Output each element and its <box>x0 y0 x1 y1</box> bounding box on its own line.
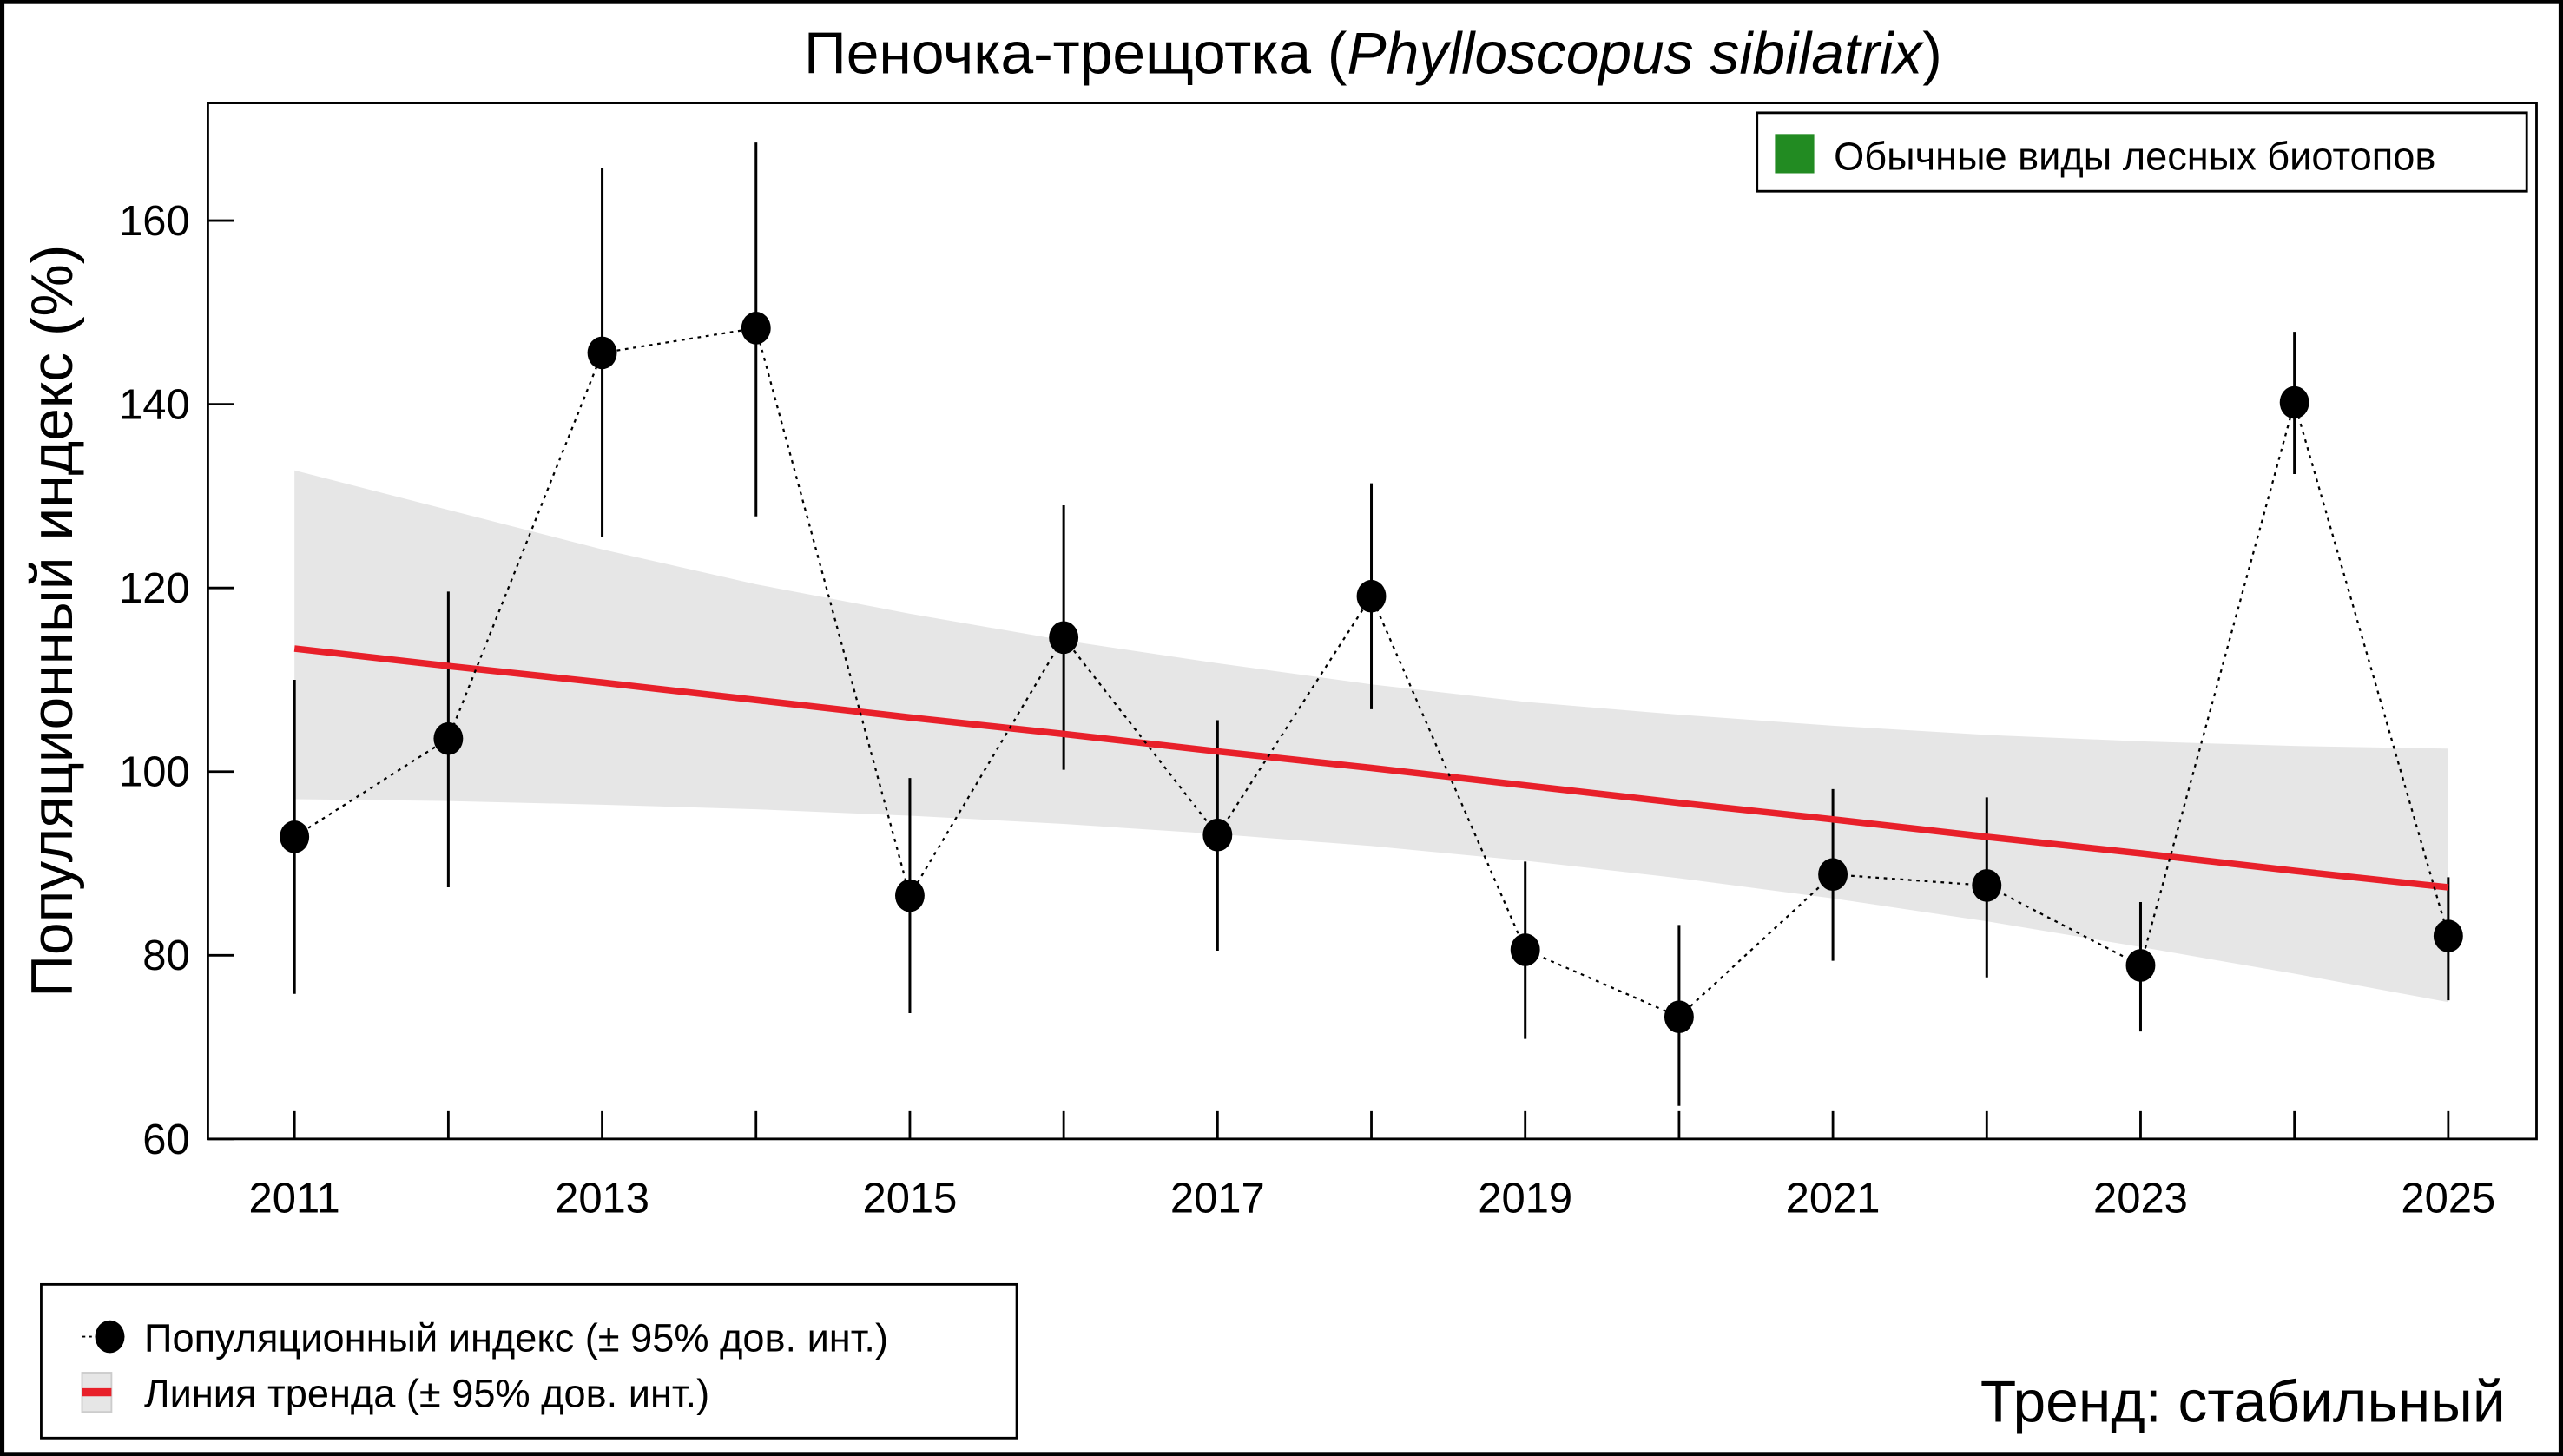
y-axis-label: Популяционный индекс (%) <box>20 245 85 998</box>
legend-trend-label: Линия тренда (± 95% дов. инт.) <box>144 1372 709 1416</box>
data-point-2025 <box>2433 919 2463 952</box>
y-tick-label-120: 120 <box>119 565 190 612</box>
trend-line <box>293 645 2449 891</box>
data-point-2011 <box>280 820 310 853</box>
data-point-2021 <box>1818 858 1848 892</box>
x-tick-label-2021: 2021 <box>1786 1176 1881 1222</box>
data-point-2017 <box>1202 818 1233 852</box>
data-point-2015 <box>895 879 925 912</box>
group-legend-label: Обычные виды лесных биотопов <box>1834 135 2435 179</box>
x-tick-label-2013: 2013 <box>555 1176 649 1222</box>
data-point-2016 <box>1049 621 1079 655</box>
data-point-2020 <box>1664 1000 1694 1033</box>
legend-index-label: Популяционный индекс (± 95% дов. инт.) <box>144 1316 888 1360</box>
x-tick-label-2011: 2011 <box>249 1176 340 1222</box>
x-tick-label-2025: 2025 <box>2401 1176 2495 1222</box>
group-legend-box <box>1756 111 2528 193</box>
data-point-2013 <box>587 336 617 370</box>
data-point-2012 <box>433 721 464 755</box>
x-tick-label-2023: 2023 <box>2093 1176 2188 1222</box>
y-tick-label-60: 60 <box>142 1117 189 1163</box>
data-point-2019 <box>1510 933 1540 966</box>
data-point-2024 <box>2279 385 2309 419</box>
chart-title: Пеночка-трещотка (Phylloscopus sibilatri… <box>804 22 1942 87</box>
data-point-2022 <box>1972 869 2002 902</box>
data-point-2023 <box>2125 949 2156 982</box>
x-tick-label-2015: 2015 <box>863 1176 958 1222</box>
y-tick-label-100: 100 <box>119 749 190 796</box>
trend-confidence-band <box>294 470 2448 1003</box>
legend-index-marker <box>95 1320 125 1354</box>
group-legend: Обычные виды лесных биотопов <box>1756 111 2528 193</box>
y-tick-label-160: 160 <box>119 198 190 245</box>
x-tick-label-2017: 2017 <box>1170 1176 1265 1222</box>
data-point-2018 <box>1356 579 1387 613</box>
group-color-swatch <box>1775 134 1815 174</box>
x-tick-label-2019: 2019 <box>1478 1176 1572 1222</box>
trend-band-area <box>294 470 2448 1003</box>
y-tick-label-80: 80 <box>142 932 189 979</box>
trend-status-text: Тренд: стабильный <box>1980 1369 2506 1434</box>
y-tick-label-140: 140 <box>119 382 190 429</box>
series-legend-box <box>40 1282 1018 1440</box>
data-point-2014 <box>741 312 771 345</box>
series-legend: Популяционный индекс (± 95% дов. инт.) Л… <box>40 1282 1018 1440</box>
